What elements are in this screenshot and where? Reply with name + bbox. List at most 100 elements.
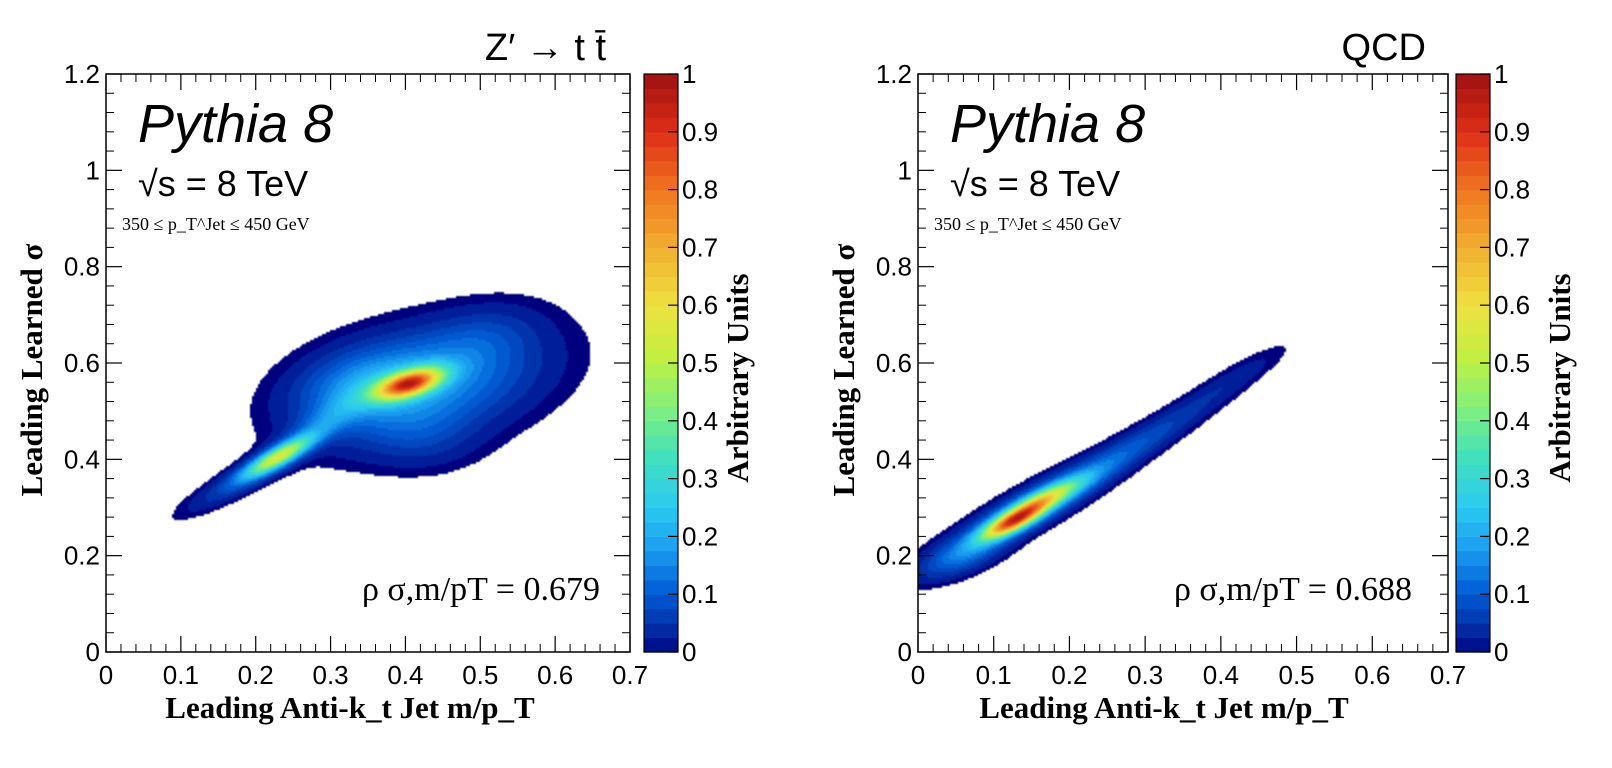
colorbar-band [644, 507, 678, 523]
colorbar-band [1456, 521, 1490, 537]
colorbar-band [644, 579, 678, 595]
colorbar-band [644, 290, 678, 306]
y-tick-label: 0.6 [64, 348, 100, 378]
colorbar-band [1456, 536, 1490, 552]
colorbar-tick-label: 0.4 [1494, 406, 1530, 436]
x-axis-label: Leading Anti-k_t Jet m/p_T [165, 690, 535, 725]
y-tick-label: 0.8 [876, 252, 912, 282]
colorbar-band [1456, 276, 1490, 292]
colorbar-band [644, 521, 678, 537]
left-panel: 0 0.1 0.2 0.3 0.4 0.5 0.6 0.7 0 0.2 0.4 0.6 0.8 1 1.2… [14, 27, 755, 725]
colorbar-band [1456, 232, 1490, 248]
x-tick-label: 0.7 [612, 660, 648, 690]
colorbar-tick-label: 0.1 [1494, 579, 1530, 609]
x-tick-label: 0.2 [238, 660, 274, 690]
colorbar-band [1456, 478, 1490, 494]
colorbar-band [644, 348, 678, 364]
colorbar-tick-label: 0.3 [1494, 464, 1530, 494]
colorbar-band [1456, 493, 1490, 509]
cut-label: 350 ≤ p_T^Jet ≤ 450 GeV [934, 214, 1122, 234]
colorbar-tick-label: 0.6 [1494, 290, 1530, 320]
x-tick-label: 0 [99, 660, 113, 690]
colorbar-band [1456, 204, 1490, 220]
y-tick-label: 0.6 [876, 348, 912, 378]
y-tick-label: 0.4 [876, 444, 912, 474]
colorbar-band [644, 550, 678, 566]
x-tick-label: 0.4 [1203, 660, 1239, 690]
colorbar-band [644, 623, 678, 639]
colorbar-band [1456, 305, 1490, 321]
colorbar-band [644, 449, 678, 465]
colorbar-tick-label: 0 [1494, 637, 1508, 667]
colorbar-band [644, 334, 678, 350]
y-tick-label: 1.2 [876, 59, 912, 89]
colorbar-band [644, 464, 678, 480]
y-ticks: 0 0.2 0.4 0.6 0.8 1 1.2 [876, 59, 1448, 667]
colorbar-tick-label: 0.8 [1494, 175, 1530, 205]
colorbar-band [1456, 175, 1490, 191]
colorbar-band [1456, 391, 1490, 407]
right-panel: 0 0.1 0.2 0.3 0.4 0.5 0.6 0.7 0 0.2 0.4 0.6 0.8 1 1.2… [826, 27, 1577, 725]
colorbar-band [1456, 363, 1490, 379]
energy-label: √s = 8 TeV [950, 163, 1120, 204]
correlation-annotation: ρ σ,m/pT = 0.688 [1174, 571, 1412, 608]
y-tick-label: 1 [86, 155, 100, 185]
colorbar-band [644, 117, 678, 133]
colorbar-tick-label: 0.7 [1494, 232, 1530, 262]
y-axis-label: Leading Learned σ [826, 243, 861, 496]
colorbar-tick-label: 0.2 [1494, 521, 1530, 551]
x-tick-label: 0.6 [1354, 660, 1390, 690]
colorbar-band [1456, 102, 1490, 118]
colorbar-band [644, 175, 678, 191]
chart-title: Z′ → t t̄ [485, 27, 607, 69]
colorbar-band [1456, 334, 1490, 350]
colorbar-band [1456, 74, 1490, 90]
colorbar-band [1456, 88, 1490, 104]
colorbar-band [1456, 637, 1490, 653]
x-tick-label: 0 [911, 660, 925, 690]
colorbar-band [1456, 319, 1490, 335]
colorbar: 0 0.1 0.2 0.3 0.4 0.5 0.6 0.7 0.8 0.9 1 [1455, 59, 1530, 667]
y-tick-label: 0.2 [64, 541, 100, 571]
colorbar-band [1456, 290, 1490, 306]
colorbar-tick-label: 0.3 [682, 464, 718, 494]
x-tick-label: 0.1 [163, 660, 199, 690]
x-tick-label: 0.2 [1051, 660, 1087, 690]
colorbar-band [1456, 464, 1490, 480]
colorbar-band [644, 146, 678, 162]
x-tick-label: 0.5 [1278, 660, 1314, 690]
colorbar-band [1456, 261, 1490, 277]
colorbar-band [1456, 420, 1490, 436]
colorbar-band [644, 319, 678, 335]
colorbar-band [644, 420, 678, 436]
y-tick-label: 0.4 [64, 444, 100, 474]
colorbar-band [644, 377, 678, 393]
colorbar-band [644, 536, 678, 552]
x-tick-label: 0.4 [387, 660, 423, 690]
colorbar-band [1456, 189, 1490, 205]
y-tick-label: 1.2 [64, 59, 100, 89]
colorbar-tick-label: 1 [682, 59, 696, 89]
colorbar-band [1456, 218, 1490, 234]
colorbar-band [644, 608, 678, 624]
colorbar-band [1456, 594, 1490, 610]
y-tick-label: 0 [898, 637, 912, 667]
colorbar-tick-label: 0.5 [1494, 348, 1530, 378]
x-ticks: 0 0.1 0.2 0.3 0.4 0.5 0.6 0.7 [911, 74, 1466, 690]
colorbar-band [644, 247, 678, 263]
colorbar-band [644, 493, 678, 509]
colorbar-band [644, 74, 678, 90]
colorbar-band [644, 204, 678, 220]
y-axis-label: Leading Learned σ [14, 243, 49, 496]
colorbar-band [644, 391, 678, 407]
colorbar-band [1456, 247, 1490, 263]
colorbar-band [644, 594, 678, 610]
density-map [106, 74, 630, 652]
x-tick-label: 0.6 [537, 660, 573, 690]
colorbar-band [1456, 435, 1490, 451]
x-axis-label: Leading Anti-k_t Jet m/p_T [979, 690, 1349, 725]
colorbar-tick-label: 0.9 [1494, 117, 1530, 147]
colorbar-band [644, 232, 678, 248]
energy-label: √s = 8 TeV [138, 163, 308, 204]
